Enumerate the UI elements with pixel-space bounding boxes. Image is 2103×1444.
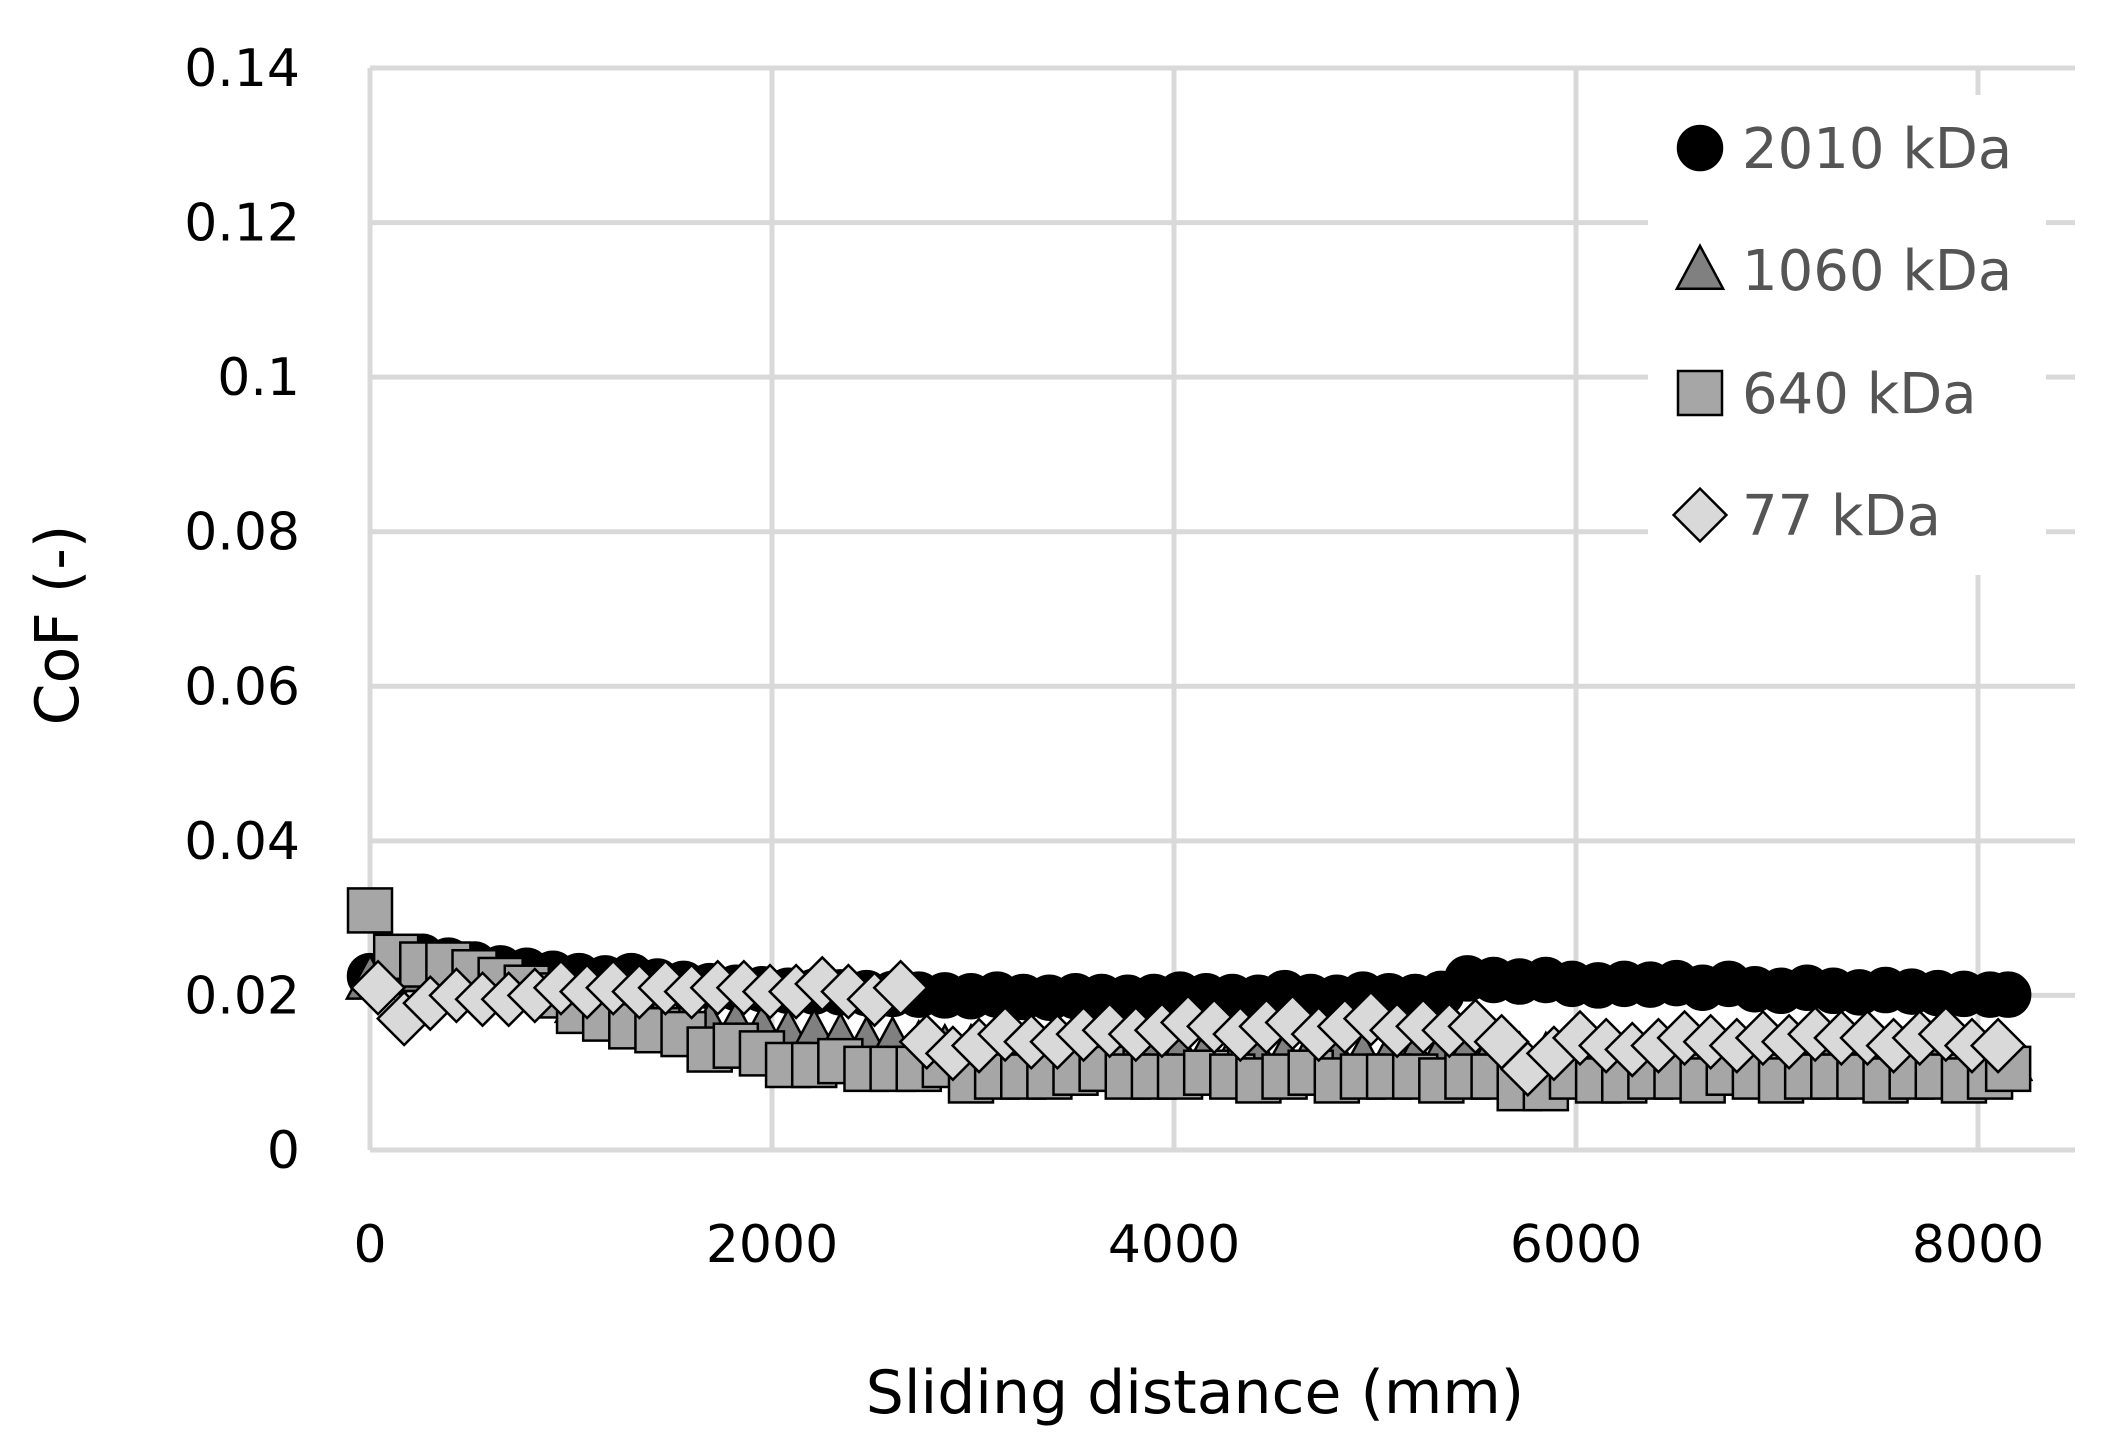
legend-marker: [1676, 124, 1724, 172]
legend-label: 1060 kDa: [1742, 239, 2012, 304]
x-axis-title: Sliding distance (mm): [866, 1358, 1524, 1428]
data-point: [1984, 971, 2032, 1018]
data-point: [349, 959, 407, 1016]
data-point: [1264, 994, 1321, 1051]
x-tick-label: 6000: [1510, 1215, 1642, 1275]
x-tick-label: 0: [353, 1215, 386, 1275]
legend: 2010 kDa 1060 kDa 640 kDa 77 kDa: [1648, 95, 2046, 575]
data-points: [344, 887, 2034, 1112]
data-point: [346, 887, 394, 934]
legend-marker: [1676, 369, 1724, 417]
y-tick-label: 0.08: [184, 503, 300, 563]
y-tick-label: 0.02: [184, 966, 300, 1026]
y-tick-label: 0.04: [184, 812, 300, 872]
y-tick-label: 0.12: [184, 194, 300, 254]
y-tick-label: 0: [267, 1121, 300, 1181]
y-tick-label: 0.06: [184, 657, 300, 717]
x-tick-label: 4000: [1108, 1215, 1240, 1275]
x-tick-label: 2000: [706, 1215, 838, 1275]
legend-marker: [1674, 243, 1726, 290]
legend-marker: [1671, 486, 1729, 544]
legend-box: [1648, 95, 2046, 575]
series-3: [349, 955, 2027, 1098]
legend-label: 2010 kDa: [1742, 117, 2012, 182]
y-axis-tick-labels: 0 0.02 0.04 0.06 0.08 0.1 0.12 0.14: [184, 39, 300, 1181]
x-tick-label: 8000: [1912, 1215, 2044, 1275]
legend-label: 640 kDa: [1742, 362, 1977, 427]
y-axis-title: CoF (-): [23, 525, 93, 726]
x-axis-tick-labels: 0 2000 4000 6000 8000: [353, 1215, 2044, 1275]
y-tick-label: 0.1: [217, 348, 300, 408]
data-point: [872, 959, 929, 1016]
y-tick-label: 0.14: [184, 39, 300, 99]
data-point: [1969, 1017, 2027, 1074]
legend-label: 77 kDa: [1742, 484, 1941, 549]
data-point: [1917, 1005, 1975, 1063]
